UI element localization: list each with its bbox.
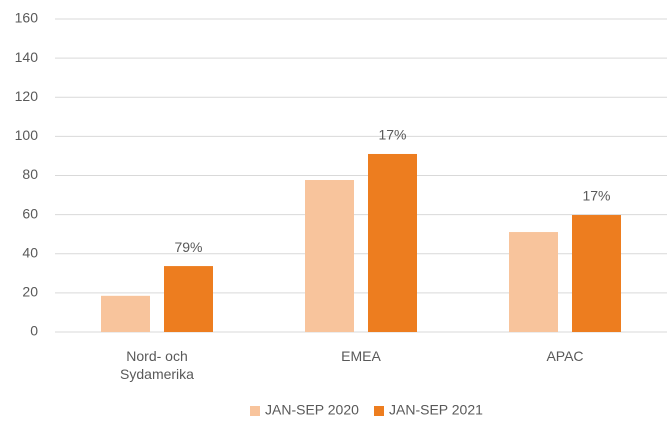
bar [368,153,417,332]
legend-swatch [250,406,260,416]
y-tick-label: 20 [22,284,38,300]
y-tick-label: 120 [15,88,39,104]
bar [164,266,213,332]
x-tick-label: Nord- och Sydamerika [120,348,194,382]
y-tick-label: 80 [22,166,38,182]
bar [509,232,558,332]
x-tick-label: EMEA [341,348,381,364]
bar [572,215,621,332]
annotation: 17% [582,188,610,204]
bar [305,179,354,332]
legend-swatch [374,406,384,416]
x-tick-label: APAC [546,348,584,364]
bar [101,295,150,332]
y-tick-label: 160 [15,10,39,26]
legend-label: JAN-SEP 2020 [265,402,359,418]
y-tick-label: 140 [15,49,39,65]
y-tick-label: 40 [22,244,38,260]
annotation: 17% [378,127,406,143]
annotation: 79% [174,239,202,255]
y-tick-label: 100 [15,127,39,143]
y-tick-label: 0 [30,323,38,339]
y-tick-label: 60 [22,205,38,221]
legend-label: JAN-SEP 2021 [389,402,483,418]
